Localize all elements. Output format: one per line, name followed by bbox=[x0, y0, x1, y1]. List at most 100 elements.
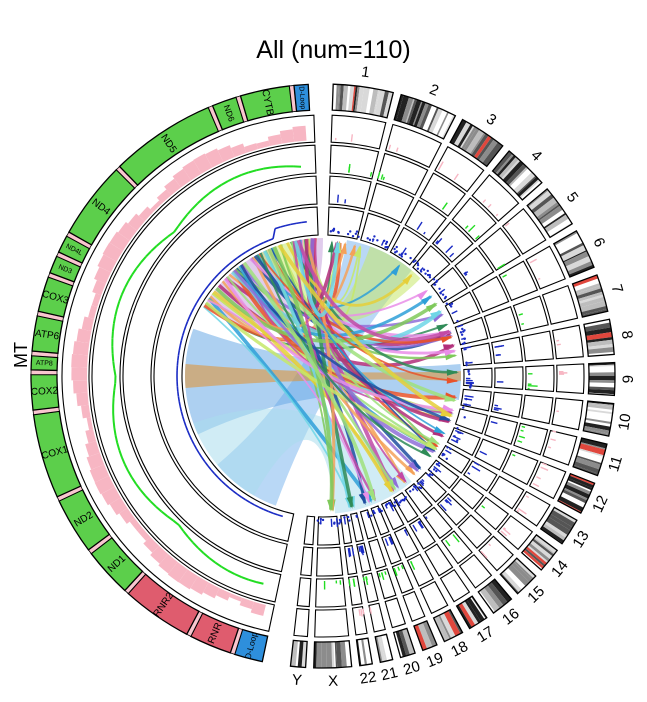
track-cell bbox=[512, 295, 549, 332]
cytoband bbox=[342, 84, 349, 111]
track-dot bbox=[400, 252, 404, 255]
mt-gene-d-loop: D-Loop bbox=[293, 83, 311, 113]
arrow-head bbox=[416, 289, 429, 300]
cytoband bbox=[508, 166, 529, 187]
arrow-head bbox=[444, 395, 457, 402]
track-mark bbox=[518, 435, 526, 439]
track-dot bbox=[453, 435, 456, 438]
track-mark bbox=[395, 498, 401, 507]
green-profile bbox=[248, 169, 257, 174]
cytoband bbox=[580, 300, 607, 313]
cytoband bbox=[458, 602, 476, 628]
track-dot bbox=[316, 519, 319, 522]
cytoband bbox=[373, 89, 380, 116]
cytoband bbox=[585, 417, 612, 425]
blue-profile bbox=[228, 260, 234, 265]
blue-profile bbox=[188, 435, 193, 441]
track-dot bbox=[349, 230, 352, 233]
blue-profile bbox=[183, 325, 187, 332]
blue-profile bbox=[217, 270, 223, 276]
chromosome-outline bbox=[313, 640, 353, 669]
green-profile bbox=[187, 536, 194, 544]
blue-profile bbox=[207, 465, 212, 471]
mt-gene-atp6: ATP6 bbox=[31, 314, 64, 354]
coverage-bar bbox=[94, 266, 111, 284]
track-cell bbox=[347, 575, 363, 606]
track-dot bbox=[438, 287, 441, 291]
blue-profile bbox=[295, 221, 302, 225]
track-cell bbox=[300, 546, 314, 577]
track-cell bbox=[444, 291, 481, 325]
mt-gene-atp8: ATP8 bbox=[30, 354, 59, 372]
track-mark bbox=[538, 277, 541, 280]
link-arrow bbox=[242, 261, 377, 501]
track-mark bbox=[536, 476, 541, 480]
cytoband bbox=[505, 163, 527, 186]
track-cell bbox=[524, 364, 555, 392]
track-mark bbox=[445, 539, 451, 547]
track-cell bbox=[541, 284, 579, 325]
chromosome-outline bbox=[432, 608, 464, 643]
chromosome-4 bbox=[491, 150, 543, 201]
blue-profile bbox=[181, 330, 185, 336]
coverage-bar bbox=[91, 293, 102, 308]
green-profile bbox=[149, 500, 157, 508]
cytoband bbox=[450, 119, 467, 145]
track-cell bbox=[483, 306, 519, 339]
track-mark bbox=[348, 579, 351, 587]
track-dot bbox=[449, 447, 452, 451]
arrow-head bbox=[436, 323, 449, 332]
cytoband bbox=[438, 614, 452, 640]
track-mark bbox=[395, 147, 399, 152]
track-dot bbox=[368, 238, 372, 242]
track-dot bbox=[357, 235, 360, 238]
track-mark bbox=[348, 163, 351, 173]
track-mark bbox=[516, 509, 520, 513]
link-arrow bbox=[267, 248, 456, 403]
chromosome-18 bbox=[432, 608, 464, 643]
track-mark bbox=[521, 322, 524, 325]
blue-profile bbox=[232, 490, 238, 495]
coverage-bar bbox=[229, 593, 243, 602]
cytoband bbox=[588, 364, 615, 367]
cytoband bbox=[374, 89, 386, 117]
track-mark bbox=[426, 473, 431, 478]
track-mark bbox=[362, 576, 365, 582]
track-dot bbox=[400, 255, 404, 258]
cytoband bbox=[580, 442, 606, 450]
track-mark bbox=[336, 194, 339, 203]
track-cell bbox=[488, 475, 525, 510]
blue-profile bbox=[178, 401, 181, 407]
cytoband bbox=[473, 135, 492, 159]
track-cell bbox=[393, 491, 419, 523]
track-dot bbox=[373, 235, 376, 238]
cytoband bbox=[565, 255, 592, 272]
chromosome-outline bbox=[289, 639, 308, 669]
blue-profile bbox=[240, 251, 247, 256]
green-profile bbox=[202, 192, 210, 200]
track-dot bbox=[373, 511, 376, 515]
chromosome-3 bbox=[449, 118, 504, 168]
cytoband bbox=[469, 132, 486, 156]
coverage-bar bbox=[292, 125, 307, 142]
arrow-head bbox=[390, 264, 401, 276]
track-mark bbox=[348, 547, 352, 557]
green-profile bbox=[140, 255, 147, 263]
cytoband bbox=[491, 579, 512, 603]
link-arrow bbox=[212, 290, 394, 492]
arrow-head bbox=[383, 480, 393, 493]
blue-profile bbox=[280, 224, 286, 228]
track-mark bbox=[429, 470, 433, 473]
blue-profile bbox=[236, 254, 242, 259]
track-mark bbox=[358, 609, 361, 616]
cytoband bbox=[539, 205, 563, 225]
track-mark bbox=[350, 134, 354, 142]
coverage-bar bbox=[172, 168, 192, 188]
track-dot bbox=[384, 242, 388, 245]
track-dot bbox=[468, 372, 471, 376]
chromosome-9 bbox=[587, 361, 616, 397]
cytoband bbox=[406, 98, 418, 125]
cytoband bbox=[585, 327, 612, 336]
track-mark bbox=[437, 161, 444, 171]
chromosome-7 bbox=[571, 274, 609, 318]
